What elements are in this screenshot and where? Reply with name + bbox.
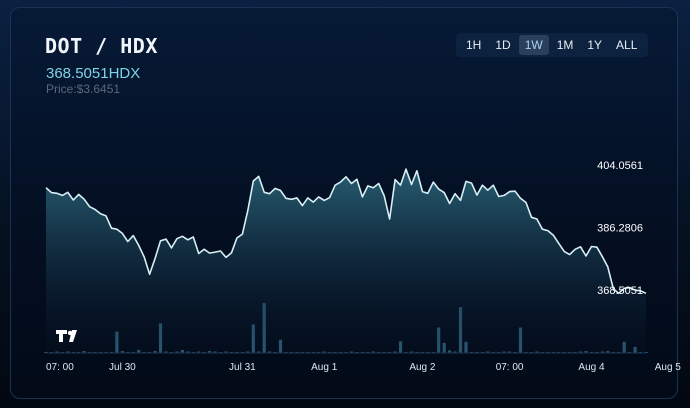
price-in-hdx: 368.5051HDX xyxy=(46,65,141,82)
y-tick-label: 386.2806 xyxy=(597,223,643,235)
y-tick-label: 368.5051 xyxy=(597,285,643,297)
tradingview-logo-icon xyxy=(56,330,77,342)
x-tick-label: Aug 5 xyxy=(655,362,682,373)
x-tick-label: Aug 2 xyxy=(409,362,436,373)
tab-all[interactable]: ALL xyxy=(616,38,638,52)
pair-title: DOT / HDX xyxy=(45,34,158,58)
tab-1h[interactable]: 1H xyxy=(466,38,482,52)
x-tick-label: 07: 00 xyxy=(496,362,524,373)
price-line xyxy=(45,168,647,295)
y-axis-labels: 404.0561 386.2806 368.5051 xyxy=(597,160,643,297)
x-tick-label: Aug 4 xyxy=(578,362,605,373)
price-in-usd: Price:$3.6451 xyxy=(46,82,121,96)
x-tick-label: Jul 31 xyxy=(229,362,256,373)
x-tick-label: 07: 00 xyxy=(46,362,74,373)
tab-1m[interactable]: 1M xyxy=(556,38,574,52)
timeframe-tabs: 1H 1D 1W 1M 1Y ALL xyxy=(456,33,648,57)
x-tick-label: Aug 1 xyxy=(311,362,338,373)
tab-1d[interactable]: 1D xyxy=(495,38,511,52)
tab-1y[interactable]: 1Y xyxy=(587,38,603,52)
x-tick-label: Jul 30 xyxy=(109,362,136,373)
price-area-fill xyxy=(46,169,646,353)
tab-1w[interactable]: 1W xyxy=(518,35,549,55)
y-tick-label: 404.0561 xyxy=(597,160,643,172)
x-axis-labels: 07: 00 Jul 30 Jul 31 Aug 1 Aug 2 07: 00 Aug 4 A… xyxy=(46,362,681,373)
